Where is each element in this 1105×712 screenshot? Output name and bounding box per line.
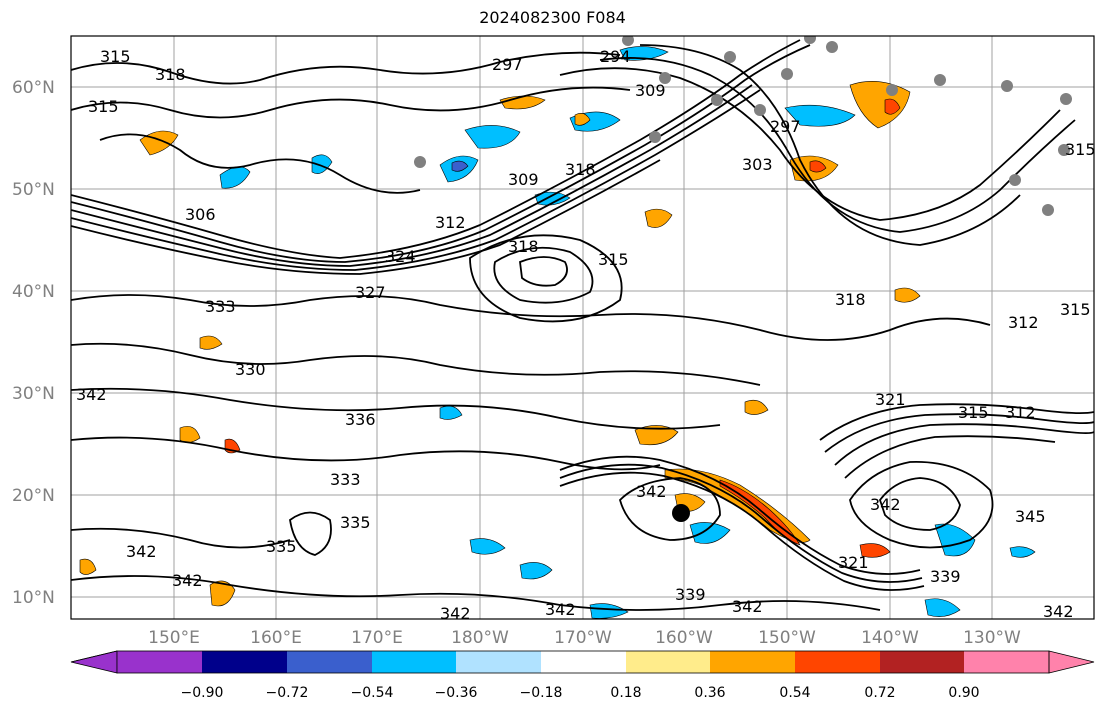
colorbar-tick-label: −0.36 (435, 685, 478, 701)
contour-label: 294 (600, 47, 631, 66)
contour-label: 339 (930, 567, 961, 586)
lat-label: 50°N (12, 180, 55, 200)
contour-label: 333 (330, 470, 361, 489)
lat-label: 40°N (12, 282, 55, 302)
colorbar-swatch (117, 651, 202, 673)
contour-label: 342 (870, 495, 901, 514)
colorbar-outline (116, 650, 1050, 674)
contour-label: 312 (435, 213, 466, 232)
contour-label: 342 (76, 385, 107, 404)
contour-label: 335 (266, 537, 297, 556)
colorbar-tick-label: 0.18 (610, 685, 641, 701)
station-markers (414, 36, 1072, 216)
contour-label: 335 (340, 513, 371, 532)
lat-label: 60°N (12, 78, 55, 98)
lat-label: 10°N (12, 588, 55, 608)
contour-label: 318 (565, 160, 596, 179)
colorbar-extend-right (1048, 650, 1095, 674)
contour-label: 342 (172, 571, 203, 590)
colorbar-swatch (372, 651, 456, 673)
colorbar-swatch (287, 651, 372, 673)
contour-label: 342 (732, 597, 763, 616)
colorbar-tick-label: −0.54 (351, 685, 394, 701)
colorbar-extend-left (70, 650, 118, 674)
contour-labels: 315 318 315 297 294 309 297 303 315 306 … (76, 47, 1096, 623)
contour-label: 315 (100, 47, 131, 66)
contour-label: 312 (1008, 313, 1039, 332)
colorbar-swatch (202, 651, 287, 673)
colorbar-swatch (456, 651, 541, 673)
contour-label: 339 (675, 585, 706, 604)
contour-label: 309 (508, 170, 539, 189)
contour-label: 327 (355, 283, 386, 302)
contour-label: 342 (440, 604, 471, 623)
colorbar-tick-label: 0.54 (779, 685, 810, 701)
colorbar-swatch (795, 651, 880, 673)
colorbar-tick-label: 0.72 (864, 685, 895, 701)
contour-label: 297 (492, 55, 523, 74)
lat-label: 20°N (12, 486, 55, 506)
contour-label: 297 (770, 117, 801, 136)
contour-label: 318 (155, 65, 186, 84)
colorbar-tick-label: 0.36 (694, 685, 725, 701)
colorbar-swatch (541, 651, 626, 673)
contour-label: 303 (742, 155, 773, 174)
colorbar-swatch (880, 651, 964, 673)
contour-label: 315 (1065, 140, 1096, 159)
colorbar-tick-label: −0.90 (181, 685, 224, 701)
lon-label: 160°E (250, 628, 302, 648)
colorbar-swatch (626, 651, 710, 673)
lon-label: 160°W (655, 628, 713, 648)
map-frame (70, 35, 1095, 620)
contour-label: 342 (545, 600, 576, 619)
colorbar: −0.90 −0.72 −0.54 −0.36 −0.18 0.18 0.36 … (70, 650, 1095, 701)
contour-label: 333 (205, 297, 236, 316)
contour-label: 342 (1043, 602, 1074, 621)
colorbar-tick-label: −0.18 (520, 685, 563, 701)
map-title: 2024082300 F084 (479, 8, 626, 27)
contour-label: 321 (875, 390, 906, 409)
lon-label: 170°E (351, 628, 403, 648)
contour-label: 315 (958, 403, 989, 422)
contour-label: 315 (88, 97, 119, 116)
colorbar-tick-label: 0.90 (948, 685, 979, 701)
contour-label: 309 (635, 81, 666, 100)
lat-label: 30°N (12, 384, 55, 404)
lon-label: 150°W (758, 628, 816, 648)
contour-label: 318 (508, 237, 539, 256)
lon-label: 180°W (451, 628, 509, 648)
lon-label: 130°W (963, 628, 1021, 648)
contour-label: 321 (838, 553, 869, 572)
colorbar-tick-label: −0.72 (266, 685, 309, 701)
contour-label: 315 (598, 250, 629, 269)
latitude-labels: 60°N 50°N 40°N 30°N 20°N 10°N (12, 78, 55, 608)
colorbar-swatch (964, 651, 1049, 673)
lon-label: 140°W (861, 628, 919, 648)
longitude-labels: 150°E 160°E 170°E 180°W 170°W 160°W 150°… (148, 628, 1021, 648)
lon-label: 150°E (148, 628, 200, 648)
contour-label: 312 (1005, 403, 1036, 422)
contour-lines (71, 39, 1094, 611)
storm-center-marker (672, 504, 690, 522)
contour-label: 342 (126, 542, 157, 561)
contour-label: 330 (235, 360, 266, 379)
contour-label: 318 (835, 290, 866, 309)
colorbar-swatch (710, 651, 795, 673)
contour-label: 315 (1060, 300, 1091, 319)
contour-label: 336 (345, 410, 376, 429)
contour-label: 342 (636, 482, 667, 501)
contour-label: 306 (185, 205, 216, 224)
lon-label: 170°W (554, 628, 612, 648)
contour-label: 345 (1015, 507, 1046, 526)
contour-label: 324 (385, 247, 416, 266)
